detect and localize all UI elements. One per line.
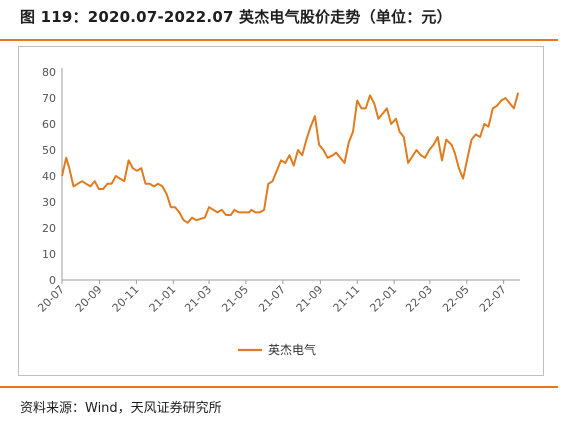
y-tick-label: 80 [42,66,56,79]
x-tick-label: 20-11 [110,283,142,315]
y-tick-label: 70 [42,92,56,105]
x-tick-label: 20-07 [35,283,67,315]
legend-label: 英杰电气 [268,342,316,357]
x-tick-label: 21-09 [294,283,326,315]
source-note: 资料来源：Wind，天风证券研究所 [20,401,222,416]
figure-title: 图 119：2020.07-2022.07 英杰电气股价走势（单位：元） [20,8,452,26]
y-tick-label: 10 [42,248,56,261]
plot-frame [18,46,544,376]
x-tick-label: 22-01 [367,283,399,315]
axes [61,68,520,281]
x-tick-label: 20-09 [73,283,105,315]
x-tick-label: 21-03 [182,283,214,315]
x-tick-label: 21-07 [256,283,288,315]
legend: 英杰电气 [238,342,316,357]
top-rule [0,39,558,41]
x-tick-label: 22-03 [403,283,435,315]
x-tick-label: 21-11 [331,283,363,315]
y-tick-label: 20 [42,222,56,235]
x-tick-label: 21-05 [219,283,251,315]
y-tick-label: 30 [42,196,56,209]
series-lines [61,92,520,224]
y-ticks: 0 10 20 30 40 50 60 70 80 [42,66,56,287]
x-tick-label: 22-07 [477,283,509,315]
x-tick-label: 21-01 [147,283,179,315]
x-ticks: 20-07 20-09 20-11 21-01 21-03 21-05 21-07 21-09… [35,280,509,315]
series-line-yingjie [61,92,520,224]
y-tick-label: 0 [49,274,56,287]
y-tick-label: 50 [42,144,56,157]
x-tick-label: 22-05 [440,283,472,315]
bottom-rule [0,386,558,388]
y-tick-label: 40 [42,170,56,183]
y-tick-label: 60 [42,118,56,131]
